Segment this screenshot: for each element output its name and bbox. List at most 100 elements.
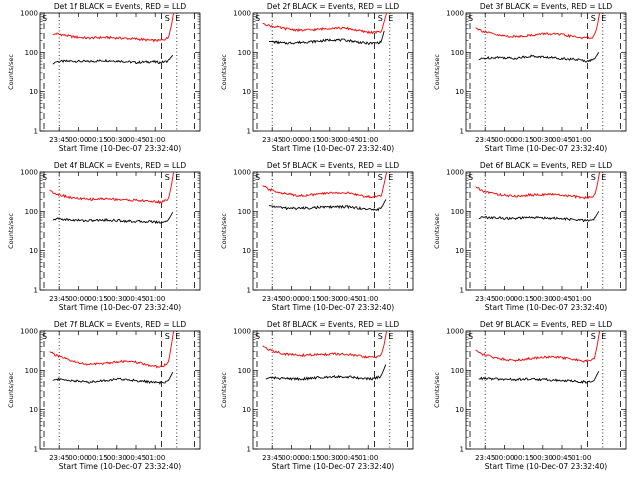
plot-frame — [252, 12, 414, 132]
y-tick-label: 1 — [247, 446, 251, 454]
x-tick-label: 00:15 — [514, 295, 534, 303]
series-events-line — [478, 52, 600, 63]
x-tick-label: 00:30 — [320, 454, 340, 462]
x-axis-label: Start Time (10-Dec-07 23:32:40) — [272, 144, 394, 153]
x-axis-label: Start Time (10-Dec-07 23:32:40) — [59, 462, 181, 471]
series-lld-line — [52, 12, 175, 43]
panel-title: Det 2f BLACK = Events, RED = LLD — [267, 2, 400, 11]
y-tick-label: 100 — [238, 208, 251, 216]
marker-s-label-left: S — [468, 173, 473, 182]
x-tick-label: 01:00 — [358, 454, 378, 462]
plot-frame — [252, 330, 414, 450]
series-events-line — [52, 371, 174, 385]
y-tick-label: 10 — [455, 406, 464, 414]
x-tick-label: 00:45 — [126, 454, 146, 462]
x-tick-label: 00:30 — [107, 136, 127, 144]
y-tick-label: 10 — [242, 88, 251, 96]
panel-title: Det 5f BLACK = Events, RED = LLD — [267, 161, 400, 170]
panel-title: Det 9f BLACK = Events, RED = LLD — [480, 320, 613, 329]
y-tick-label: 1 — [34, 446, 38, 454]
marker-e-label: E — [175, 332, 180, 341]
x-tick-label: 00:30 — [320, 136, 340, 144]
x-axis-label: Start Time (10-Dec-07 23:32:40) — [485, 462, 607, 471]
y-axis-label: Counts/sec — [7, 54, 15, 90]
panel-title: Det 4f BLACK = Events, RED = LLD — [54, 161, 187, 170]
x-axis-label: Start Time (10-Dec-07 23:32:40) — [59, 144, 181, 153]
panel-title: Det 7f BLACK = Events, RED = LLD — [54, 320, 187, 329]
series-lld-line — [262, 330, 388, 359]
y-tick-label: 10 — [455, 247, 464, 255]
marker-s-label-left: S — [255, 332, 260, 341]
y-tick-label: 1000 — [233, 328, 251, 336]
y-tick-label: 10 — [455, 88, 464, 96]
y-tick-label: 1000 — [233, 169, 251, 177]
series-events-line — [478, 211, 600, 223]
y-tick-label: 1 — [247, 287, 251, 295]
panel-det-9: Det 9f BLACK = Events, RED = LLD 1 10 100 10… — [433, 320, 627, 471]
y-tick-label: 1000 — [446, 328, 464, 336]
x-tick-label: 00:00 — [68, 295, 88, 303]
x-tick-label: 00:15 — [88, 454, 108, 462]
x-tick-label: 00:00 — [494, 136, 514, 144]
plot-frame — [39, 330, 201, 450]
x-tick-label: 23:45 — [49, 454, 69, 462]
y-tick-label: 100 — [238, 367, 251, 375]
y-tick-label: 1 — [460, 128, 464, 136]
x-tick-label: 00:30 — [320, 295, 340, 303]
marker-s-label: S — [591, 332, 596, 341]
x-tick-label: 00:30 — [533, 136, 553, 144]
y-tick-label: 1 — [247, 128, 251, 136]
panel-det-3: Det 3f BLACK = Events, RED = LLD 1 10 100 10… — [433, 2, 627, 153]
y-tick-label: 1000 — [20, 328, 38, 336]
series-events-line — [268, 30, 385, 46]
x-tick-label: 00:15 — [88, 295, 108, 303]
marker-e-label: E — [388, 332, 393, 341]
plot-frame — [465, 330, 627, 450]
x-tick-label: 00:45 — [339, 136, 359, 144]
panel-det-1: Det 1f BLACK = Events, RED = LLD 1 10 100 10… — [7, 2, 201, 153]
x-tick-label: 23:45 — [49, 295, 69, 303]
panel-title: Det 8f BLACK = Events, RED = LLD — [267, 320, 400, 329]
series-lld-line — [49, 171, 175, 205]
panel-det-5: Det 5f BLACK = Events, RED = LLD 1 10 100 10… — [220, 161, 414, 312]
x-tick-label: 00:15 — [514, 136, 534, 144]
y-tick-label: 1000 — [446, 169, 464, 177]
x-tick-label: 00:00 — [68, 454, 88, 462]
y-tick-label: 1000 — [20, 169, 38, 177]
x-tick-label: 23:45 — [475, 136, 495, 144]
y-tick-label: 10 — [242, 406, 251, 414]
marker-e-label: E — [601, 14, 606, 23]
y-tick-label: 1000 — [20, 10, 38, 18]
marker-e-label: E — [601, 332, 606, 341]
marker-s-label-left: S — [42, 332, 47, 341]
y-axis-label: Counts/sec — [433, 372, 441, 408]
x-tick-label: 00:00 — [281, 454, 301, 462]
marker-s-label-left: S — [468, 14, 473, 23]
x-tick-label: 01:00 — [145, 454, 165, 462]
x-tick-label: 01:00 — [571, 136, 591, 144]
x-tick-label: 23:45 — [475, 454, 495, 462]
x-tick-label: 00:15 — [88, 136, 108, 144]
x-tick-label: 23:45 — [262, 454, 282, 462]
x-tick-label: 00:00 — [494, 454, 514, 462]
marker-s-label-left: S — [42, 173, 47, 182]
panel-title: Det 1f BLACK = Events, RED = LLD — [54, 2, 187, 11]
marker-e-label: E — [388, 173, 393, 182]
y-tick-label: 1 — [34, 287, 38, 295]
plot-frame — [252, 171, 414, 291]
series-events-line — [52, 211, 174, 225]
series-lld-line — [49, 330, 175, 369]
marker-s-label-left: S — [255, 173, 260, 182]
x-tick-label: 00:45 — [552, 136, 572, 144]
y-tick-label: 10 — [29, 406, 38, 414]
x-tick-label: 01:00 — [571, 295, 591, 303]
series-events-line — [478, 370, 600, 384]
x-tick-label: 01:00 — [145, 136, 165, 144]
y-tick-label: 1 — [460, 287, 464, 295]
x-tick-label: 23:45 — [262, 295, 282, 303]
y-tick-label: 100 — [238, 49, 251, 57]
x-tick-label: 00:30 — [533, 454, 553, 462]
panel-det-2: Det 2f BLACK = Events, RED = LLD 1 10 100 10… — [220, 2, 414, 153]
